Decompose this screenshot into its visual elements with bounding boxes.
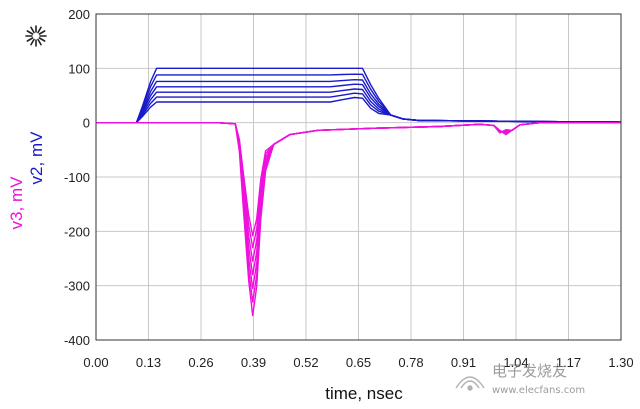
logo-ray [37,38,42,46]
x-tick-label: 0.00 [83,355,108,370]
x-tick-label: 0.78 [398,355,423,370]
x-axis-title: time, nsec [325,384,403,403]
v2-series-group [96,67,622,124]
y-tick-label: -300 [64,279,90,294]
y-tick-label: 200 [68,7,90,22]
x-tick-label: 0.91 [451,355,476,370]
logo-ray [38,30,46,35]
logo-ray [37,26,42,34]
grid-lines [95,13,622,341]
logo-ray [26,37,34,42]
x-tick-label: 0.65 [346,355,371,370]
watermark-url: www.elecfans.com [492,385,585,396]
watermark-icon [455,376,485,391]
y-axis-title-v3: v3, mV [7,176,26,230]
watermark: 电子发烧友 www.elecfans.com [455,362,585,396]
x-tick-label: 0.26 [188,355,213,370]
watermark-text: 电子发烧友 [492,362,567,380]
x-tick-labels: 0.00 0.13 0.26 0.39 0.52 0.65 0.78 0.91 1.04 1.17… [83,355,633,370]
keysight-starburst-icon [25,25,47,47]
x-tick-label: 0.52 [293,355,318,370]
y-tick-label: 100 [68,61,90,76]
v2-series-line [96,96,622,124]
x-tick-label: 1.17 [556,355,581,370]
plot-frame [95,13,622,341]
logo-ray [30,26,35,34]
v3-series-group [96,122,621,317]
logo-ray [38,37,46,42]
y-tick-label: -400 [64,333,90,348]
x-tick-label: 0.13 [136,355,161,370]
y-tick-label: -200 [64,224,90,239]
x-tick-label: 1.30 [608,355,633,370]
logo-ray [30,38,35,46]
y-tick-labels: -400 -300 -200 -100 0 100 200 [64,7,90,348]
logo-ray [26,30,34,35]
y-tick-label: 0 [83,116,90,131]
v3-series-line [96,122,621,237]
x-tick-label: 1.04 [503,355,528,370]
x-tick-label: 0.39 [241,355,266,370]
y-tick-label: -100 [64,170,90,185]
y-axis-title-v2: v2, mV [27,131,46,185]
